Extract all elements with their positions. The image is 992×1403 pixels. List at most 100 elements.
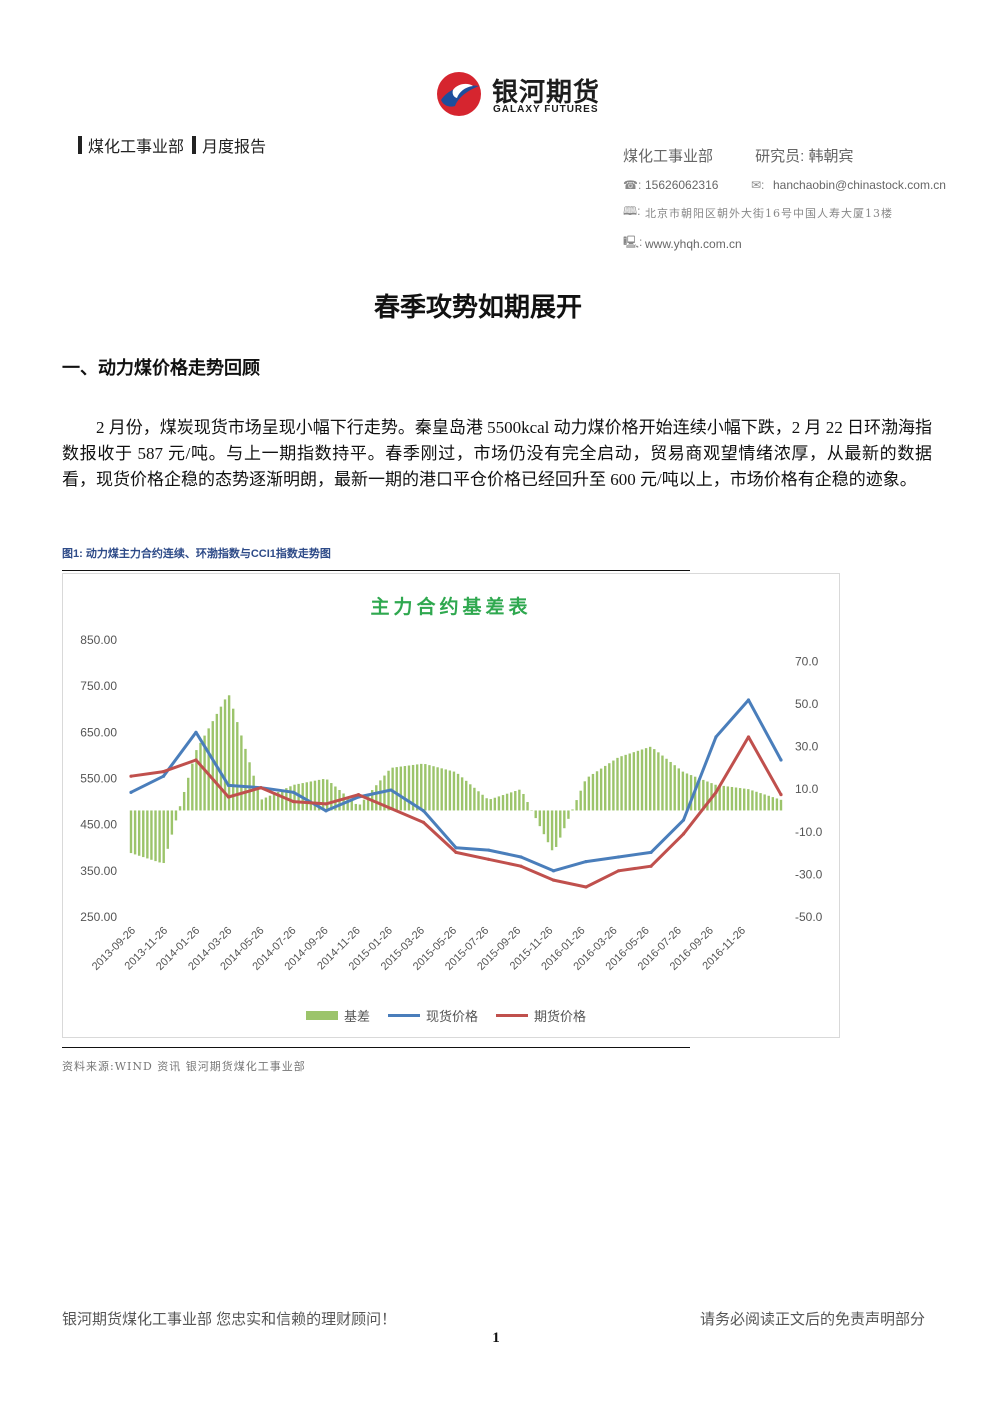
futures-price-point — [616, 869, 621, 873]
caption-rule — [62, 570, 690, 571]
basis-bar — [665, 758, 668, 811]
basis-bar — [751, 790, 754, 811]
spot-price-point — [129, 790, 133, 794]
basis-bar — [293, 784, 296, 811]
basis-bar — [178, 806, 182, 811]
spot-price-point — [161, 774, 166, 778]
basis-bar — [534, 810, 537, 819]
basis-bar — [595, 771, 599, 811]
y-right-tick-label: 10.0 — [795, 782, 819, 796]
basis-bar — [133, 810, 137, 855]
basis-bar — [567, 810, 570, 819]
email-icon: ✉: — [751, 178, 765, 192]
legend-item-futures: 期货价格 — [496, 1006, 586, 1025]
logo-text-en: GALAXY FUTURES — [493, 104, 599, 115]
basis-bar — [211, 721, 214, 811]
basis-bar — [244, 748, 247, 811]
basis-bar — [317, 779, 321, 811]
basis-bar — [743, 788, 746, 811]
spot-price-point — [194, 730, 198, 734]
basis-bar — [644, 748, 648, 811]
legend-item-spot: 现货价格 — [388, 1006, 478, 1025]
basis-bar — [465, 780, 468, 811]
chart-title: 主力合约基差表 — [370, 596, 532, 618]
phone-icon: ☎: — [623, 178, 642, 192]
basis-bar — [415, 764, 419, 811]
figure-caption: 图1: 动力煤主力合约连续、环渤指数与CCI1指数走势图 — [62, 548, 331, 560]
basis-bar — [281, 790, 284, 811]
basis-bar — [379, 780, 382, 811]
basis-bar — [554, 810, 558, 847]
basis-bar — [399, 766, 403, 811]
contact-address: 北京市朝阳区朝外大街16号中国人寿大厦13楼 — [645, 206, 893, 220]
y-left-tick-label: 550.00 — [80, 772, 117, 786]
y-left-tick-label: 750.00 — [80, 679, 117, 693]
basis-bar — [424, 764, 427, 811]
basis-bar — [309, 781, 313, 811]
basis-bar — [620, 756, 623, 811]
basis-bar — [497, 796, 501, 811]
basis-bar — [182, 791, 186, 811]
basis-bar — [199, 742, 202, 811]
basis-bar — [575, 800, 578, 811]
basis-bar — [648, 746, 652, 811]
futures-price-point — [584, 885, 588, 889]
basis-bar — [375, 785, 378, 811]
basis-bar — [195, 750, 198, 811]
spot-price-point — [779, 758, 783, 762]
legend-label: 现货价格 — [426, 1009, 479, 1024]
basis-bar — [395, 767, 398, 811]
basis-bar — [669, 761, 672, 811]
basis-bar — [383, 775, 386, 811]
basis-bar — [579, 790, 582, 811]
basis-bar — [538, 810, 542, 827]
legend-swatch — [306, 1011, 338, 1020]
futures-price-point — [454, 850, 458, 854]
futures-price-point — [421, 820, 426, 824]
website-icon: 🖳: — [623, 235, 643, 249]
futures-price-point — [681, 832, 686, 836]
contact-website[interactable]: www.yhqh.com.cn — [645, 236, 742, 251]
basis-bar — [215, 713, 219, 811]
basis-bar — [485, 798, 488, 811]
futures-price-point — [779, 793, 783, 797]
spot-price-point — [649, 850, 653, 854]
basis-bar — [154, 810, 157, 862]
basis-bar — [391, 767, 394, 811]
basis-bar — [489, 799, 492, 811]
basis-bar — [436, 767, 439, 811]
basis-bar — [440, 768, 443, 811]
basis-bar — [526, 802, 529, 811]
footer-disclaimer[interactable]: 请务必阅读正文后的免责声明部分 — [700, 1311, 926, 1328]
figure-source: 资料来源:WIND 资讯 银河期货煤化工事业部 — [62, 1060, 306, 1073]
futures-price-point — [486, 857, 491, 861]
basis-bar — [219, 706, 223, 811]
futures-price-point — [649, 864, 653, 868]
section-heading: 一、动力煤价格走势回顾 — [62, 358, 260, 378]
basis-bar — [403, 766, 407, 811]
y-right-tick-label: 30.0 — [795, 740, 819, 754]
basis-bar — [276, 791, 280, 811]
basis-bar — [146, 810, 149, 859]
basis-bar — [722, 785, 725, 811]
basis-bar — [624, 754, 627, 811]
futures-price-point — [194, 758, 198, 762]
basis-bar — [738, 788, 742, 811]
basis-bar — [681, 771, 685, 811]
basis-bar — [366, 794, 370, 811]
basis-bar — [330, 783, 333, 811]
y-left-tick-label: 250.00 — [80, 910, 117, 924]
basis-bar — [505, 793, 509, 811]
basis-bar — [150, 810, 153, 860]
spot-price-point — [616, 855, 621, 859]
basis-bar — [236, 722, 239, 811]
basis-chart: 250.00 350.00 450.00 550.00 650.00 750.00 850.… — [62, 573, 840, 1038]
futures-price-point — [551, 878, 556, 882]
basis-bar — [612, 760, 615, 811]
basis-bar — [550, 810, 554, 851]
basis-bar — [272, 793, 276, 811]
basis-bar — [166, 810, 169, 849]
basis-bar — [604, 765, 607, 811]
basis-bar — [673, 765, 676, 811]
basis-bar — [599, 768, 603, 811]
